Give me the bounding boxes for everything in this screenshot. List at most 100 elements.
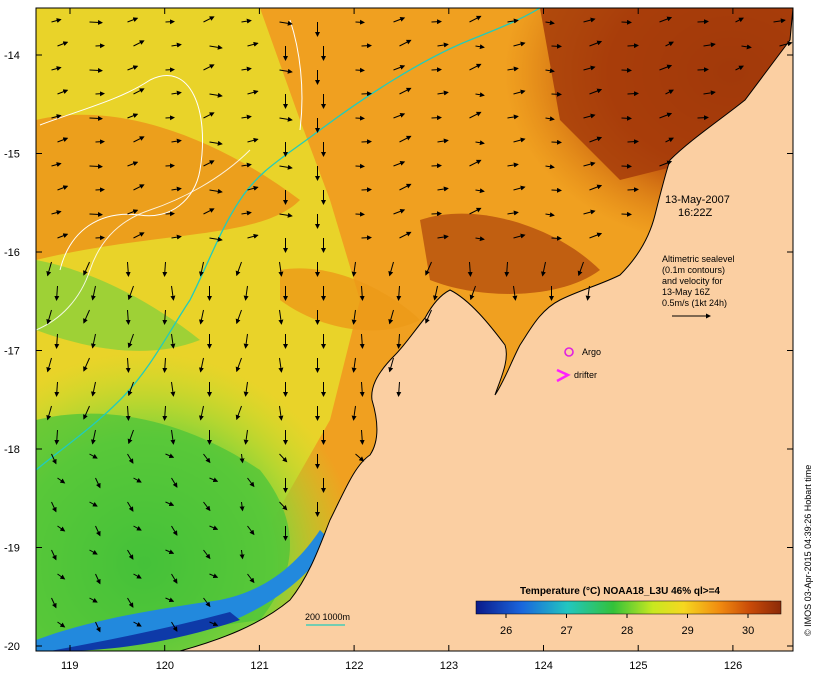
velocity-arrow bbox=[278, 309, 284, 325]
velocity-arrow bbox=[437, 234, 449, 240]
velocity-arrow bbox=[203, 549, 211, 560]
velocity-arrow bbox=[125, 405, 131, 421]
y-tick-label: -18 bbox=[4, 444, 20, 456]
velocity-arrow bbox=[432, 285, 438, 301]
velocity-arrow bbox=[51, 66, 62, 71]
velocity-arrow bbox=[198, 405, 204, 421]
velocity-arrow bbox=[351, 357, 357, 373]
velocity-arrow bbox=[133, 232, 145, 239]
x-tick-label: 121 bbox=[250, 660, 268, 672]
velocity-arrow bbox=[95, 573, 101, 585]
velocity-arrow bbox=[504, 261, 510, 277]
velocity-arrow bbox=[703, 42, 716, 48]
velocity-arrow bbox=[247, 573, 255, 584]
velocity-arrow bbox=[89, 549, 98, 555]
velocity-arrow bbox=[171, 621, 178, 632]
velocity-arrow bbox=[665, 137, 674, 143]
velocity-arrow bbox=[133, 573, 142, 579]
velocity-arrow bbox=[171, 525, 178, 536]
velocity-arrow bbox=[359, 333, 365, 349]
velocity-arrow bbox=[247, 525, 255, 536]
velocity-arrow bbox=[507, 66, 519, 72]
velocity-arrow bbox=[507, 18, 519, 24]
velocity-arrow bbox=[247, 89, 259, 95]
australia-land bbox=[179, 8, 793, 651]
velocity-arrow bbox=[243, 429, 249, 445]
velocity-arrow bbox=[89, 115, 103, 121]
velocity-arrow bbox=[425, 261, 432, 276]
velocity-arrow bbox=[170, 429, 176, 445]
velocity-arrow bbox=[467, 261, 473, 277]
velocity-arrow bbox=[170, 285, 176, 301]
velocity-arrow bbox=[396, 333, 402, 349]
velocity-arrow bbox=[469, 15, 482, 23]
velocity-arrow bbox=[209, 140, 223, 146]
velocity-arrow bbox=[399, 39, 412, 47]
velocity-arrow bbox=[399, 135, 412, 143]
velocity-arrow bbox=[545, 116, 555, 122]
velocity-arrow bbox=[127, 333, 134, 349]
velocity-arrow bbox=[512, 285, 518, 301]
velocity-arrow bbox=[171, 477, 178, 488]
velocity-arrow bbox=[127, 453, 134, 464]
velocity-arrow bbox=[46, 405, 52, 421]
velocity-arrow bbox=[95, 525, 101, 537]
velocity-arrow bbox=[241, 162, 252, 168]
velocity-arrow bbox=[127, 209, 139, 215]
velocity-arrow bbox=[241, 18, 252, 24]
velocity-arrow bbox=[83, 405, 90, 420]
velocity-arrow bbox=[203, 597, 211, 608]
velocity-arrow bbox=[209, 236, 223, 242]
velocity-arrow bbox=[89, 597, 98, 603]
velocity-arrow bbox=[393, 208, 406, 215]
velocity-arrow bbox=[507, 162, 519, 168]
velocity-arrow bbox=[703, 90, 716, 96]
velocity-arrow bbox=[513, 233, 526, 239]
colorbar-gradient bbox=[475, 600, 782, 615]
velocity-arrow bbox=[399, 183, 412, 191]
velocity-arrow bbox=[198, 261, 204, 277]
velocity-arrow bbox=[171, 90, 182, 96]
velocity-arrow bbox=[90, 381, 96, 397]
velocity-arrow bbox=[278, 261, 284, 277]
velocity-arrow bbox=[54, 381, 60, 397]
velocity-arrow bbox=[209, 573, 219, 579]
velocity-arrow bbox=[513, 41, 526, 47]
velocity-arrow bbox=[51, 453, 57, 465]
velocity-arrow bbox=[90, 333, 96, 349]
y-tick-label: -17 bbox=[4, 346, 20, 358]
velocity-arrow bbox=[247, 233, 259, 239]
velocity-arrow bbox=[279, 20, 293, 26]
velocity-arrow bbox=[203, 64, 215, 71]
velocity-arrow bbox=[171, 186, 182, 192]
velocity-arrow bbox=[46, 357, 52, 373]
velocity-arrow bbox=[469, 111, 482, 119]
drifter-label: drifter bbox=[574, 370, 597, 380]
velocity-arrow bbox=[241, 210, 252, 216]
velocity-arrow bbox=[235, 357, 242, 373]
velocity-arrow bbox=[393, 112, 406, 119]
velocity-arrow bbox=[243, 381, 249, 397]
velocity-arrow bbox=[507, 210, 519, 216]
colorbar-tick-label: 28 bbox=[621, 625, 633, 637]
velocity-arrow bbox=[162, 357, 168, 373]
velocity-arrow bbox=[507, 114, 519, 120]
velocity-arrow bbox=[425, 309, 432, 324]
velocity-arrow bbox=[437, 90, 449, 96]
x-tick-label: 122 bbox=[345, 660, 363, 672]
velocity-arrow bbox=[46, 261, 52, 277]
velocity-arrow bbox=[545, 68, 555, 74]
velocity-arrow bbox=[773, 18, 786, 24]
velocity-arrow bbox=[127, 113, 139, 119]
velocity-arrow bbox=[133, 184, 145, 191]
velocity-arrow bbox=[125, 261, 131, 277]
velocity-arrow bbox=[469, 159, 482, 167]
velocity-arrow bbox=[133, 88, 145, 95]
velocity-arrow bbox=[545, 20, 555, 26]
velocity-arrow bbox=[475, 44, 485, 50]
velocity-arrow bbox=[203, 208, 215, 215]
velocity-arrow bbox=[235, 309, 242, 325]
velocity-arrow bbox=[735, 65, 744, 71]
velocity-arrow bbox=[469, 207, 482, 215]
velocity-arrow bbox=[279, 68, 293, 74]
